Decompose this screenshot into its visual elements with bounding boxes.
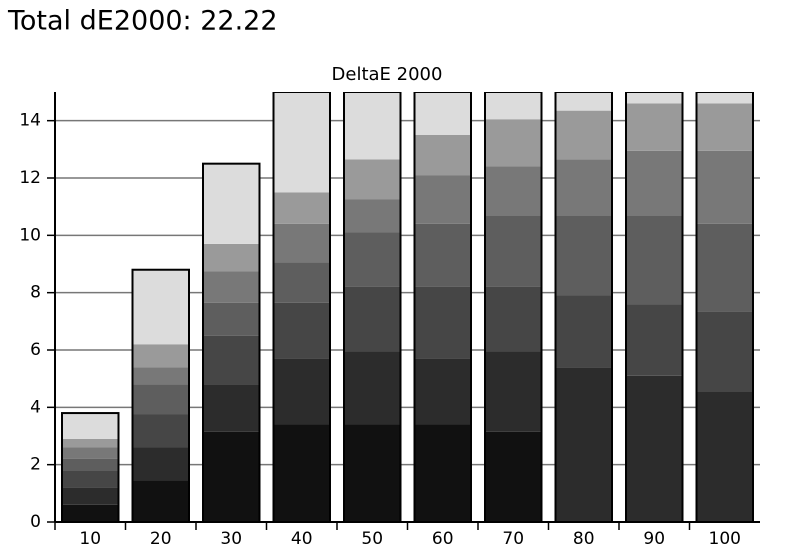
bar-segment [696,92,753,104]
y-tick-label: 4 [30,397,41,417]
bar-segment [626,215,683,305]
bar-segment [696,391,753,522]
bar-segment [132,384,189,415]
bar-segment [485,215,542,287]
x-tick-label: 70 [502,529,524,549]
bar-segment [132,269,189,345]
x-tick-label: 100 [709,529,741,549]
bar-segment [696,223,753,312]
bar-segment [344,159,401,200]
bar-segment [132,367,189,385]
x-tick-label: 10 [79,529,101,549]
x-tick-label: 50 [361,529,383,549]
bar-segment [485,351,542,432]
x-tick-label: 80 [573,529,595,549]
bar-segment [203,431,260,522]
y-tick-label: 14 [19,111,41,131]
bar-segment [485,166,542,216]
bar-segment [344,199,401,233]
bar-segment [555,92,612,111]
bar-segment [62,470,119,488]
bar-segment [696,103,753,151]
bar-segment [626,103,683,151]
bar-segment [203,302,260,336]
bar-segment [344,424,401,522]
y-tick-label: 0 [30,512,41,532]
y-tick-label: 12 [19,168,41,188]
bar-segment [414,92,471,135]
bar-segment [273,358,330,425]
bar-segment [555,215,612,296]
bar-segment [62,413,119,439]
bar-segment [555,110,612,160]
bar-segment [626,304,683,376]
bar-segment [62,447,119,459]
bar-segment [273,302,330,359]
bar-segment [485,286,542,352]
bar-segment [344,92,401,160]
bar-segment [414,223,471,287]
bar-segment [626,150,683,216]
bar-segment [62,487,119,505]
bar-segment [414,286,471,359]
bar-segment [344,351,401,425]
x-tick-label: 40 [291,529,313,549]
bar-segment [414,424,471,522]
bar-segment [273,262,330,303]
bar-segment [485,92,542,120]
bar-segment [203,271,260,303]
x-tick-label: 60 [432,529,454,549]
bar-segment [485,431,542,522]
bar-segment [344,232,401,287]
bar-segment [132,480,189,522]
bar-segment [203,243,260,272]
bar-segment [414,358,471,425]
bar-segment [696,311,753,392]
bar-segment [273,424,330,522]
bar-segment [132,414,189,448]
page-title: Total dE2000: 22.22 [7,6,278,37]
bar-segment [485,119,542,167]
bar-segment [273,92,330,193]
bar-segment [344,286,401,352]
bar-segment [62,458,119,471]
bar-segment [132,447,189,481]
y-tick-label: 6 [30,340,41,360]
bar-segment [62,438,119,448]
bar-segment [273,223,330,263]
x-tick-label: 90 [643,529,665,549]
bar-segment [414,135,471,176]
bar-segment [273,192,330,224]
y-tick-label: 2 [30,455,41,475]
bar-segment [203,335,260,385]
chart-title: DeltaE 2000 [332,64,443,85]
bar-segment [555,159,612,216]
y-tick-label: 10 [19,225,41,245]
bar-segment [203,384,260,432]
bar-segment [132,344,189,368]
bar-segment [555,367,612,522]
bar-segment [626,92,683,104]
x-tick-label: 30 [220,529,242,549]
bar-segment [62,504,119,522]
bar-segment [626,375,683,522]
bar-segment [555,295,612,368]
bar-segment [696,150,753,224]
bar-segment [203,163,260,244]
x-tick-label: 20 [150,529,172,549]
y-tick-label: 8 [30,283,41,303]
bar-segment [414,175,471,224]
